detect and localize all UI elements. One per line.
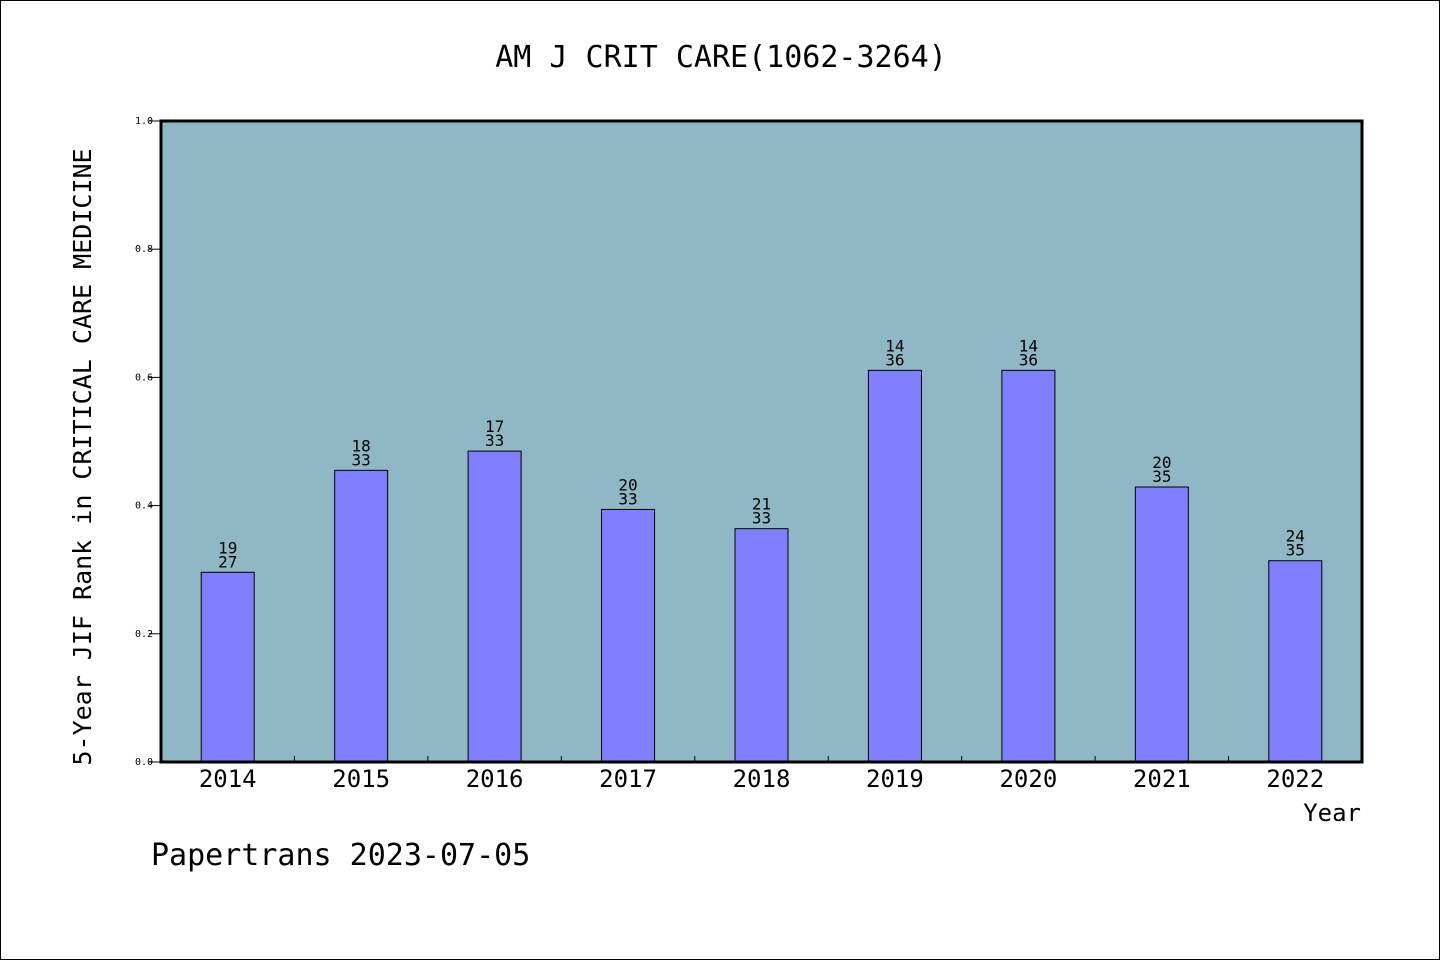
y-tick-label: 0.8: [135, 244, 153, 255]
bar-2019: [867, 369, 922, 763]
bar-2016: [467, 450, 522, 763]
bar-label-rank-2018: 21: [752, 495, 771, 514]
y-axis-label: 5-Year JIF Rank in CRITICAL CARE MEDICIN…: [68, 148, 97, 765]
bar-label-rank-2019: 14: [885, 336, 904, 355]
bar-2020: [1001, 369, 1056, 763]
bar-label-rank-2016: 17: [485, 417, 504, 436]
bar-label-rank-2022: 24: [1286, 527, 1305, 546]
x-tick-label-2022: 2022: [1266, 765, 1324, 793]
bar-2022: [1268, 560, 1323, 763]
x-tick-label-2021: 2021: [1133, 765, 1191, 793]
y-tick-label: 0.0: [135, 757, 153, 768]
x-tick-label-2017: 2017: [599, 765, 657, 793]
bar-label-rank-2014: 19: [218, 538, 237, 557]
bar-label-total-2014: 27: [218, 552, 237, 571]
chart-title: AM J CRIT CARE(1062-3264): [495, 40, 947, 75]
bar-label-total-2022: 35: [1286, 541, 1305, 560]
x-tick-label-2020: 2020: [999, 765, 1057, 793]
bar-2014: [200, 571, 255, 763]
y-tick-label: 1.0: [135, 116, 153, 127]
bar-label-total-2020: 36: [1019, 350, 1038, 369]
y-tick-label: 0.4: [135, 501, 153, 512]
bar-2021: [1134, 486, 1189, 763]
plot-border: [159, 119, 1364, 764]
x-axis-label: Year: [1303, 799, 1361, 827]
bar-label-total-2016: 33: [485, 431, 504, 450]
bar-label-rank-2020: 14: [1019, 336, 1038, 355]
bar-label-total-2015: 33: [352, 450, 371, 469]
bar-label-total-2018: 33: [752, 509, 771, 528]
bar-label-rank-2015: 18: [352, 436, 371, 455]
x-tick-label-2014: 2014: [199, 765, 257, 793]
bar-label-total-2017: 33: [618, 489, 637, 508]
bar-label-total-2019: 36: [885, 350, 904, 369]
x-tick-label-2016: 2016: [466, 765, 524, 793]
bar-label-total-2021: 35: [1152, 467, 1171, 486]
footer-credit: Papertrans 2023-07-05: [151, 838, 530, 873]
y-tick-label: 0.2: [135, 629, 153, 640]
bar-2018: [734, 528, 789, 763]
bar-2017: [601, 508, 656, 763]
x-tick-label-2018: 2018: [733, 765, 791, 793]
bar-label-rank-2017: 20: [618, 475, 637, 494]
y-tick-label: 0.6: [135, 372, 153, 383]
bar-2015: [334, 469, 389, 763]
x-tick-label-2015: 2015: [332, 765, 390, 793]
x-tick-label-2019: 2019: [866, 765, 924, 793]
bar-label-rank-2021: 20: [1152, 453, 1171, 472]
